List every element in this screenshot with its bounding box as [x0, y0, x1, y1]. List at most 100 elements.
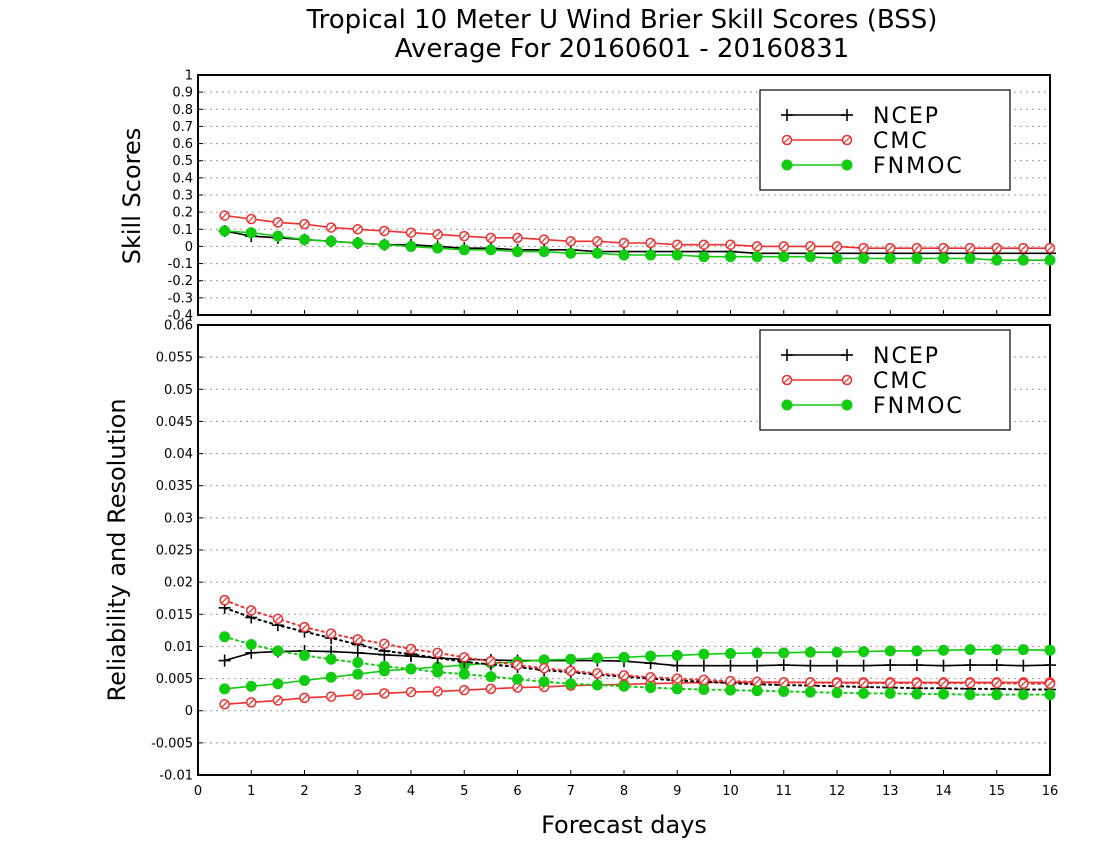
series-dotted-point — [885, 677, 896, 689]
fnmoc-point — [964, 644, 976, 656]
fnmoc-point — [432, 242, 444, 254]
series-dotted-point — [804, 686, 816, 698]
fnmoc-point — [299, 675, 310, 686]
y-tick-label: 0.025 — [156, 544, 193, 559]
cmc-point — [379, 225, 390, 237]
series-dotted-point — [219, 594, 230, 606]
fnmoc-point — [352, 237, 364, 249]
cmc-point — [964, 242, 976, 254]
fnmoc-point — [858, 252, 870, 264]
series-dotted-point — [751, 676, 763, 688]
series-dotted-point — [858, 677, 869, 689]
cmc-point — [459, 230, 470, 242]
cmc-point — [246, 213, 257, 225]
series-dotted-point — [618, 670, 630, 681]
series-dotted-point — [405, 663, 417, 675]
series-dotted-point — [751, 685, 763, 697]
x-tick-label: 10 — [722, 784, 739, 799]
series-dotted-point — [1017, 689, 1029, 701]
x-axis-label: Forecast days — [541, 811, 707, 839]
y-tick-label: 0.03 — [164, 511, 193, 526]
series-dotted-point — [645, 672, 656, 683]
fnmoc-point — [991, 644, 1003, 656]
legend-marker-ncep — [841, 349, 853, 361]
x-tick-label: 15 — [988, 784, 1005, 799]
ncep-point — [937, 659, 950, 672]
fnmoc-point — [378, 239, 390, 251]
fnmoc-point — [591, 247, 603, 259]
cmc-point — [325, 691, 337, 702]
ncep-series-line — [224, 650, 1051, 667]
y-tick-label: 0.6 — [172, 137, 193, 152]
fnmoc-point — [618, 249, 630, 261]
fnmoc-point — [911, 252, 923, 264]
fnmoc-point — [725, 648, 736, 659]
ncep-point — [697, 659, 710, 672]
series-dotted-point — [858, 687, 870, 699]
fnmoc-point — [458, 244, 470, 256]
fnmoc-point — [964, 252, 976, 264]
series-dotted-point — [618, 680, 630, 692]
series-dotted-point — [538, 676, 550, 688]
fnmoc-point — [245, 680, 257, 692]
y-tick-label: 0.2 — [172, 206, 193, 221]
series-dotted-point — [964, 689, 976, 701]
cmc-point — [911, 242, 923, 254]
y-tick-label: -0.1 — [168, 257, 193, 272]
chart-subtitle: Average For 20160601 - 20160831 — [395, 34, 850, 64]
legend-marker-fnmoc — [841, 399, 853, 411]
legend-marker-cmc — [841, 374, 853, 386]
cmc-point — [405, 686, 417, 698]
cmc-point — [991, 242, 1002, 254]
y-tick-label: 0.4 — [172, 171, 193, 186]
fnmoc-point — [325, 671, 337, 683]
cmc-point — [698, 239, 710, 250]
fnmoc-point — [1044, 254, 1056, 266]
chart-title: Tropical 10 Meter U Wind Brier Skill Sco… — [306, 5, 938, 35]
series-dotted-point — [831, 687, 843, 699]
x-tick-label: 6 — [513, 784, 521, 799]
y-tick-label: 0.015 — [156, 608, 193, 623]
fnmoc-point — [804, 646, 816, 658]
series-dotted-point — [671, 683, 683, 695]
cmc-series-line — [224, 214, 1050, 249]
fnmoc-point — [671, 249, 683, 261]
fnmoc-point — [831, 646, 843, 658]
y-tick-label: 0.3 — [172, 189, 193, 204]
cmc-point — [219, 210, 230, 221]
x-tick-label: 9 — [673, 784, 681, 799]
fnmoc-point — [1017, 254, 1029, 266]
y-tick-label: 0.06 — [164, 319, 193, 334]
series-dotted-point — [1044, 689, 1056, 701]
fnmoc-series-line — [224, 230, 1050, 261]
ncep-point — [751, 659, 764, 672]
series-dotted-point — [911, 677, 923, 689]
y-tick-label: 0.5 — [172, 154, 193, 169]
cmc-point — [565, 236, 576, 247]
series-dotted-point — [219, 631, 231, 643]
cmc-point — [485, 683, 497, 695]
fnmoc-point — [778, 647, 790, 659]
fnmoc-point — [512, 246, 523, 258]
fnmoc-point — [938, 252, 949, 264]
series-dotted-point — [698, 684, 710, 695]
series-group — [218, 210, 1056, 266]
ncep-point — [884, 659, 897, 672]
fnmoc-point — [671, 649, 683, 661]
fnmoc-point — [219, 683, 231, 695]
legend-label-ncep: NCEP — [873, 104, 940, 129]
fnmoc-point — [645, 249, 657, 261]
fnmoc-point — [911, 645, 923, 657]
series-dotted-point — [272, 645, 284, 657]
ncep-point — [910, 659, 923, 672]
legend-marker-fnmoc — [781, 399, 793, 411]
fnmoc-point — [405, 240, 417, 252]
series-dotted-point — [645, 682, 657, 694]
series-dotted-point — [778, 677, 789, 688]
ncep-point — [671, 659, 684, 672]
series-dotted-point — [405, 643, 417, 655]
series-dotted-point — [884, 687, 896, 699]
legend-marker-cmc — [781, 134, 793, 146]
cmc-point — [1018, 242, 1029, 254]
series-dotted-point — [246, 605, 257, 616]
